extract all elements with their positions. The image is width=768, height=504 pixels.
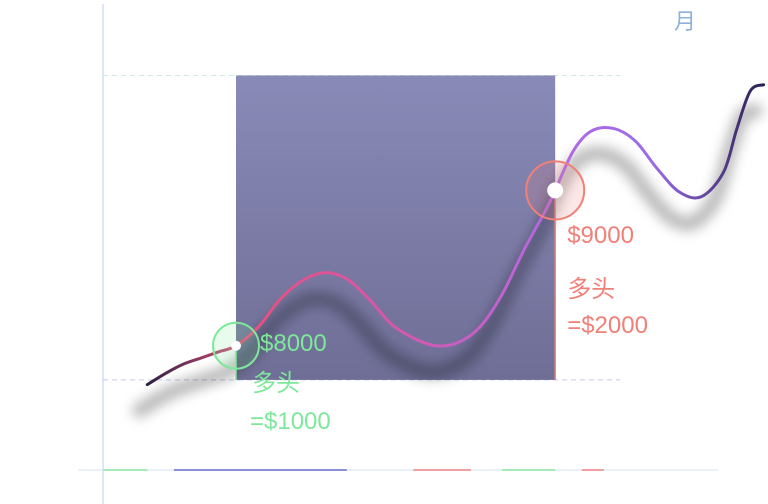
marker-2-price-label: $9000 [567, 222, 634, 250]
marker-point [547, 182, 564, 199]
marker-2-amount-label: =$2000 [567, 312, 648, 340]
marker-2-type-label: 多头 [567, 276, 616, 304]
series-line-shadow [132, 103, 763, 418]
marker-1-type-label: 多头 [252, 369, 300, 397]
marker-1-amount-label: =$1000 [250, 407, 331, 435]
marker-1-price-label: $8000 [260, 329, 327, 357]
marker-point [231, 340, 241, 351]
markers [212, 160, 586, 380]
period-label: 月 [674, 9, 697, 34]
